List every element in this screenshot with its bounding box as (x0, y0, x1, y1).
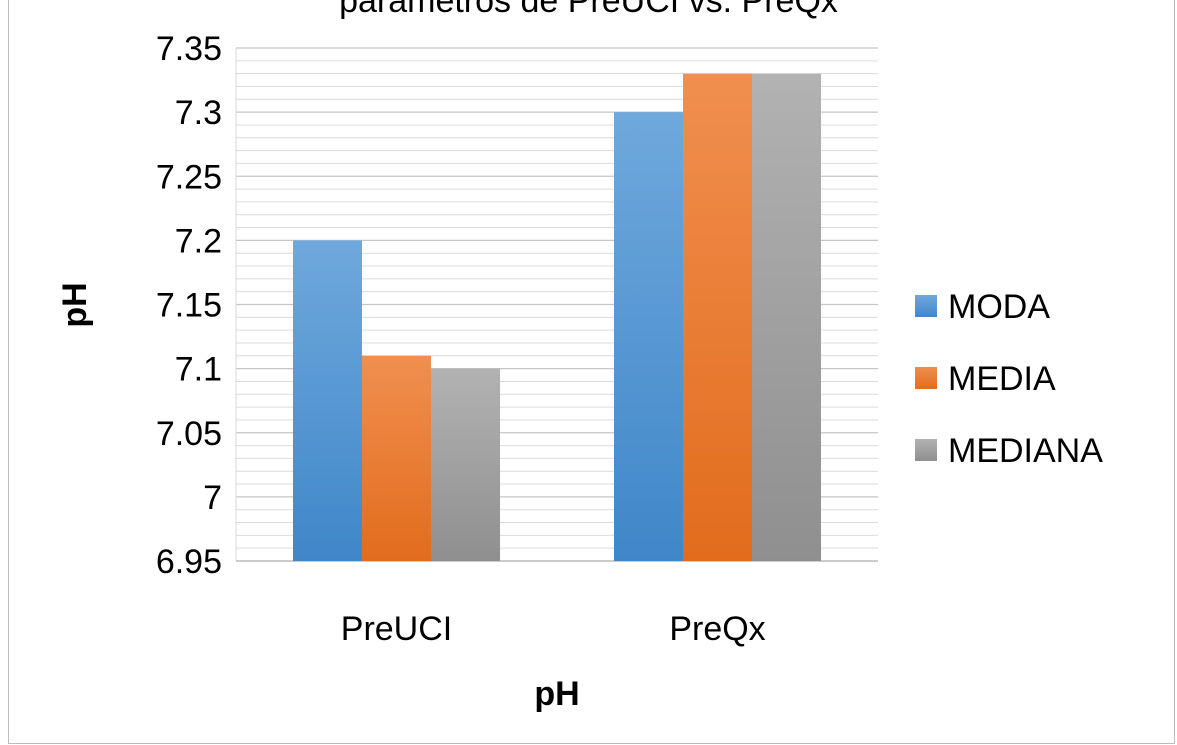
bar-moda-preuci (292, 240, 362, 561)
legend-swatch-media (915, 367, 937, 389)
bar-moda-preqx (613, 112, 683, 561)
legend-swatch-mediana (915, 439, 937, 461)
legend-label-mediana: MEDIANA (948, 432, 1103, 470)
y-tick-label: 7.15 (156, 287, 222, 325)
legend-label-moda: MODA (948, 288, 1050, 326)
x-tick-label: PreQx (669, 610, 765, 648)
y-tick-label: 7.35 (156, 30, 222, 68)
y-tick-label: 7.25 (156, 158, 222, 196)
x-axis-ticks: PreUCI PreQx (341, 610, 766, 648)
y-tick-label: 7.3 (175, 94, 222, 132)
x-axis-title: pH (534, 675, 579, 713)
chart-title: parámetros de PreUCI vs. PreQx (339, 0, 838, 20)
legend: MODA MEDIA MEDIANA (915, 288, 1103, 470)
legend-label-media: MEDIA (948, 360, 1056, 398)
bar-media-preuci (361, 355, 432, 561)
y-axis-ticks: 6.95 7 7.05 7.1 7.15 7.2 7.25 7.3 7.35 (156, 30, 222, 581)
y-axis-title: pH (56, 282, 94, 327)
bar-media-preqx (682, 73, 753, 562)
y-tick-label: 6.95 (156, 543, 222, 581)
bar-mediana-preuci (431, 368, 501, 561)
y-tick-label: 7.1 (175, 351, 222, 389)
legend-swatch-moda (915, 295, 937, 317)
y-tick-label: 7.2 (175, 222, 222, 260)
chart-frame (8, 0, 1175, 744)
bar-mediana-preqx (752, 73, 822, 562)
y-tick-label: 7 (203, 479, 222, 517)
bars (292, 73, 822, 562)
y-tick-label: 7.05 (156, 415, 222, 453)
x-tick-label: PreUCI (341, 610, 452, 648)
